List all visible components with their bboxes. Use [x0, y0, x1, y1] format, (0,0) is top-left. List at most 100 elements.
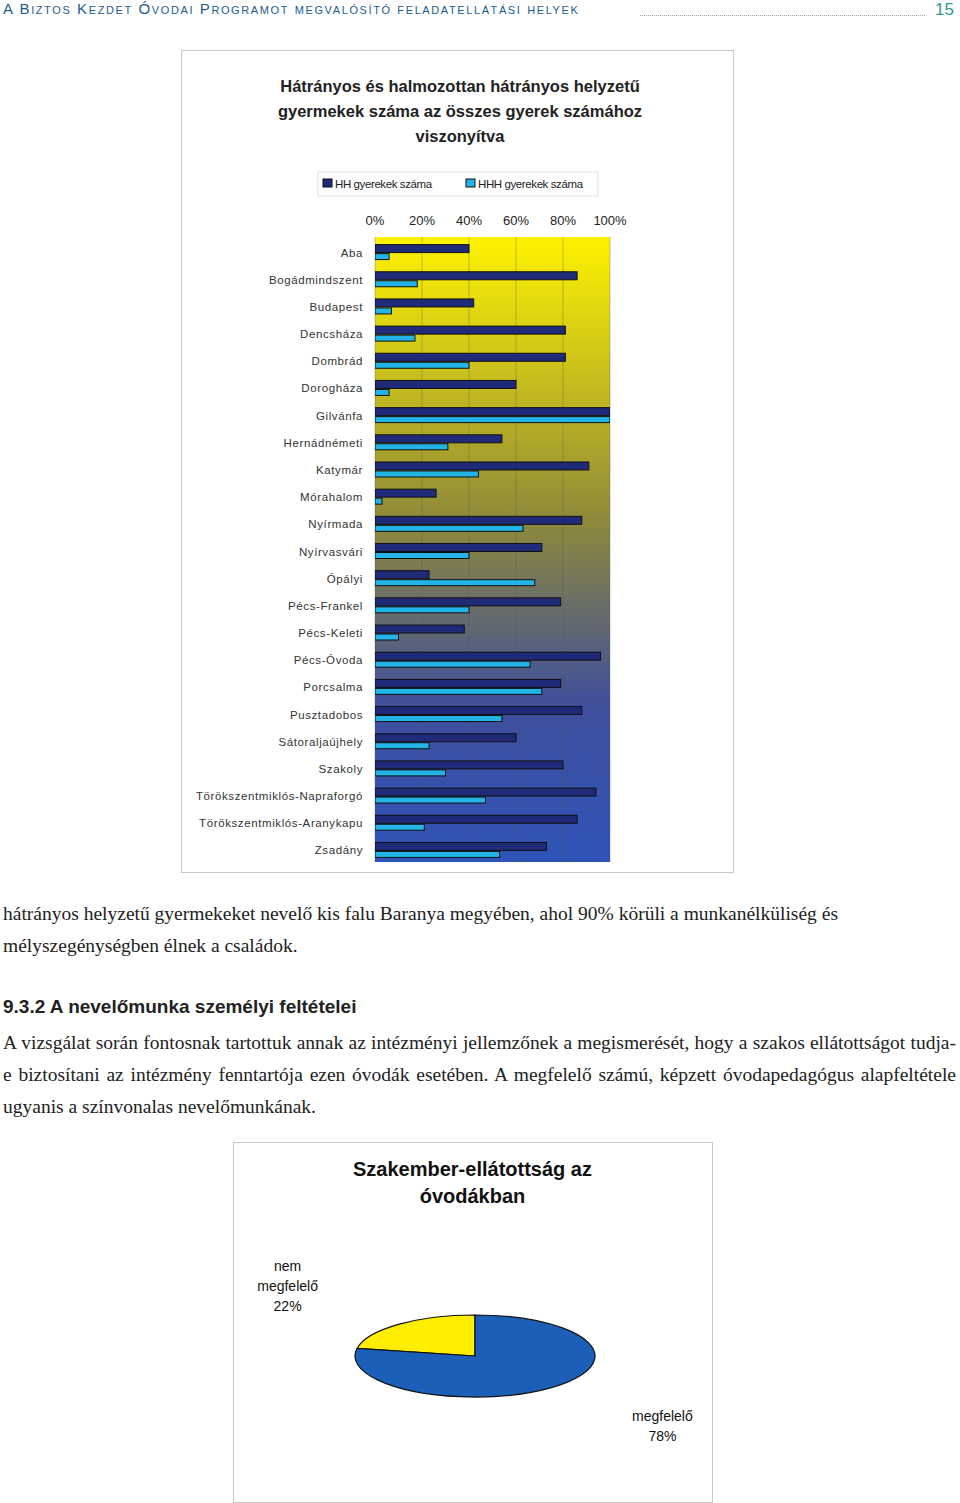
bar — [375, 580, 535, 586]
bar — [375, 389, 389, 395]
category-label: Szakoly — [319, 763, 363, 775]
chart-title: Hátrányos és halmozottan hátrányos helyz… — [255, 74, 665, 149]
category-label: Mórahalom — [300, 491, 363, 503]
tick-label: 20% — [409, 213, 435, 228]
pie-category: nem megfelelő — [248, 1256, 328, 1296]
bar — [375, 553, 469, 559]
chart-title: Szakember-ellátottság az óvodákban — [300, 1156, 645, 1210]
category-label: Nyírvasvári — [299, 546, 363, 558]
tick-label: 60% — [503, 213, 529, 228]
pie-value: 78% — [622, 1426, 702, 1446]
tick-label: 80% — [550, 213, 576, 228]
bar — [375, 716, 502, 722]
page-number: 15 — [935, 0, 954, 20]
bar — [375, 516, 582, 524]
bar — [375, 353, 565, 361]
bar — [375, 281, 417, 287]
bar — [375, 308, 391, 314]
paragraph: A vizsgálat során fontosnak tartottuk an… — [3, 1027, 956, 1123]
bar — [375, 571, 429, 579]
category-label: Sátoraljaújhely — [279, 736, 363, 748]
plot-background — [375, 237, 610, 862]
legend-label: HH gyerekek száma — [335, 178, 433, 190]
bar — [375, 544, 542, 552]
bar — [375, 815, 577, 823]
bar — [375, 634, 399, 640]
category-label: Törökszentmiklós-Aranykapu — [199, 817, 363, 829]
tick-label: 100% — [593, 213, 627, 228]
bar — [375, 245, 469, 253]
bar — [375, 462, 589, 470]
page-graphics: 0% 20% 40% 60% 80% 100% Aba Bogádmindszent Budap… — [0, 0, 960, 1503]
bar — [375, 734, 516, 742]
bar — [375, 707, 582, 715]
bar — [375, 525, 523, 531]
bars — [375, 245, 610, 858]
category-label: Dorogháza — [301, 382, 363, 394]
bar — [375, 272, 577, 280]
tick-label: 40% — [456, 213, 482, 228]
category-label: Törökszentmiklós-Napraforgó — [196, 790, 363, 802]
bar — [375, 498, 382, 504]
grid-line — [610, 237, 611, 862]
category-label: Hernádnémeti — [284, 437, 363, 449]
legend-label: HHH gyerekek száma — [478, 178, 584, 190]
category-label: Bogádmindszent — [269, 274, 363, 286]
category-label: Pécs-Frankel — [288, 600, 363, 612]
tick-label: 0% — [366, 213, 385, 228]
bar — [375, 335, 415, 341]
category-label: Pusztadobos — [290, 709, 363, 721]
category-label: Porcsalma — [303, 681, 363, 693]
bar — [375, 625, 464, 633]
bar — [375, 770, 446, 776]
bar — [375, 661, 530, 667]
legend-box — [318, 172, 598, 196]
bar — [375, 797, 485, 803]
heading: 9.3.2 A nevelőmunka személyi feltételei — [3, 996, 356, 1018]
category-label: Aba — [341, 247, 363, 259]
bar — [375, 598, 561, 606]
bar — [375, 254, 389, 260]
category-label: Katymár — [316, 464, 363, 476]
bar — [375, 417, 610, 423]
pie-value: 22% — [248, 1296, 328, 1316]
bar — [375, 435, 502, 443]
pie-category: megfelelő — [622, 1406, 702, 1426]
category-label: Budapest — [310, 301, 364, 313]
bar — [375, 688, 542, 694]
bar — [375, 444, 448, 450]
category-label: Nyírmada — [308, 518, 363, 530]
paragraph: hátrányos helyzetű gyermekeket nevelő ki… — [3, 898, 958, 962]
category-label: Gilvánfa — [316, 410, 363, 422]
bar — [375, 299, 474, 307]
legend-swatch — [323, 179, 332, 187]
category-label: Ópályi — [327, 573, 363, 585]
bar — [375, 679, 561, 687]
bar — [375, 743, 429, 749]
bar — [375, 380, 516, 388]
running-title: A Biztos Kezdet Óvodai Programot megvaló… — [3, 0, 579, 17]
bar — [375, 471, 478, 477]
category-label: Pécs-Óvoda — [294, 654, 363, 666]
bar — [375, 788, 596, 796]
bar — [375, 761, 563, 769]
header-rule — [640, 15, 925, 16]
category-label: Zsadány — [315, 844, 363, 856]
bar — [375, 824, 424, 830]
pie-label: megfelelő78% — [622, 1406, 702, 1446]
category-label: Dencsháza — [300, 328, 363, 340]
category-label: Dombrád — [312, 355, 364, 367]
bar — [375, 489, 436, 497]
bar — [375, 652, 601, 660]
pie-label: nem megfelelő22% — [248, 1256, 328, 1316]
bar — [375, 842, 547, 850]
legend-swatch — [466, 179, 475, 187]
bar — [375, 851, 500, 857]
bar — [375, 362, 469, 368]
bar — [375, 408, 610, 416]
bar — [375, 607, 469, 613]
category-label: Pécs-Keleti — [298, 627, 363, 639]
legend: HH gyerekek száma HHH gyerekek száma — [318, 172, 598, 196]
pie-slice — [355, 1315, 595, 1397]
bar — [375, 326, 565, 334]
